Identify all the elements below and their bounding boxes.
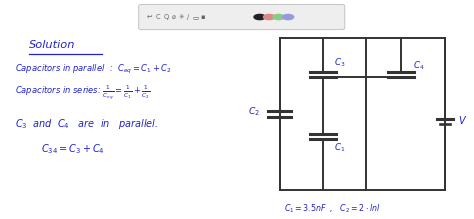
Text: Capacitors in parallel  :  $C_{eq}=C_1+C_2$: Capacitors in parallel : $C_{eq}=C_1+C_2…	[15, 63, 172, 76]
FancyBboxPatch shape	[139, 4, 345, 30]
Text: ↩: ↩	[147, 14, 152, 20]
Text: $C_1$: $C_1$	[334, 142, 346, 154]
Text: Capacitors in series: $\frac{1}{C_{eq}}=\frac{1}{C_1}+\frac{1}{C_2}$: Capacitors in series: $\frac{1}{C_{eq}}=…	[15, 84, 150, 102]
Text: $C_1 = 3.5nF$  ,   $C_2 = 2\cdot lnl$: $C_1 = 3.5nF$ , $C_2 = 2\cdot lnl$	[284, 202, 381, 215]
Text: ⌀: ⌀	[172, 14, 176, 20]
Text: $C_3$  and  $C_4$   are  in   parallel.: $C_3$ and $C_4$ are in parallel.	[15, 117, 158, 131]
Text: /: /	[187, 14, 190, 20]
Text: ▭: ▭	[192, 14, 199, 20]
Circle shape	[273, 14, 284, 20]
Circle shape	[254, 14, 265, 20]
Text: $C_4$: $C_4$	[413, 59, 425, 72]
Text: C: C	[156, 14, 160, 20]
Text: Q: Q	[164, 14, 169, 20]
Text: ▪: ▪	[201, 14, 205, 20]
Text: ✳: ✳	[179, 14, 184, 20]
Text: $C_{34} = C_3 + C_4$: $C_{34} = C_3 + C_4$	[41, 142, 105, 155]
Text: Solution: Solution	[29, 40, 75, 50]
Text: $C_3$: $C_3$	[334, 56, 346, 69]
Text: $C_2$: $C_2$	[247, 105, 260, 118]
Circle shape	[264, 14, 275, 20]
Text: V: V	[458, 117, 465, 126]
Circle shape	[283, 14, 294, 20]
